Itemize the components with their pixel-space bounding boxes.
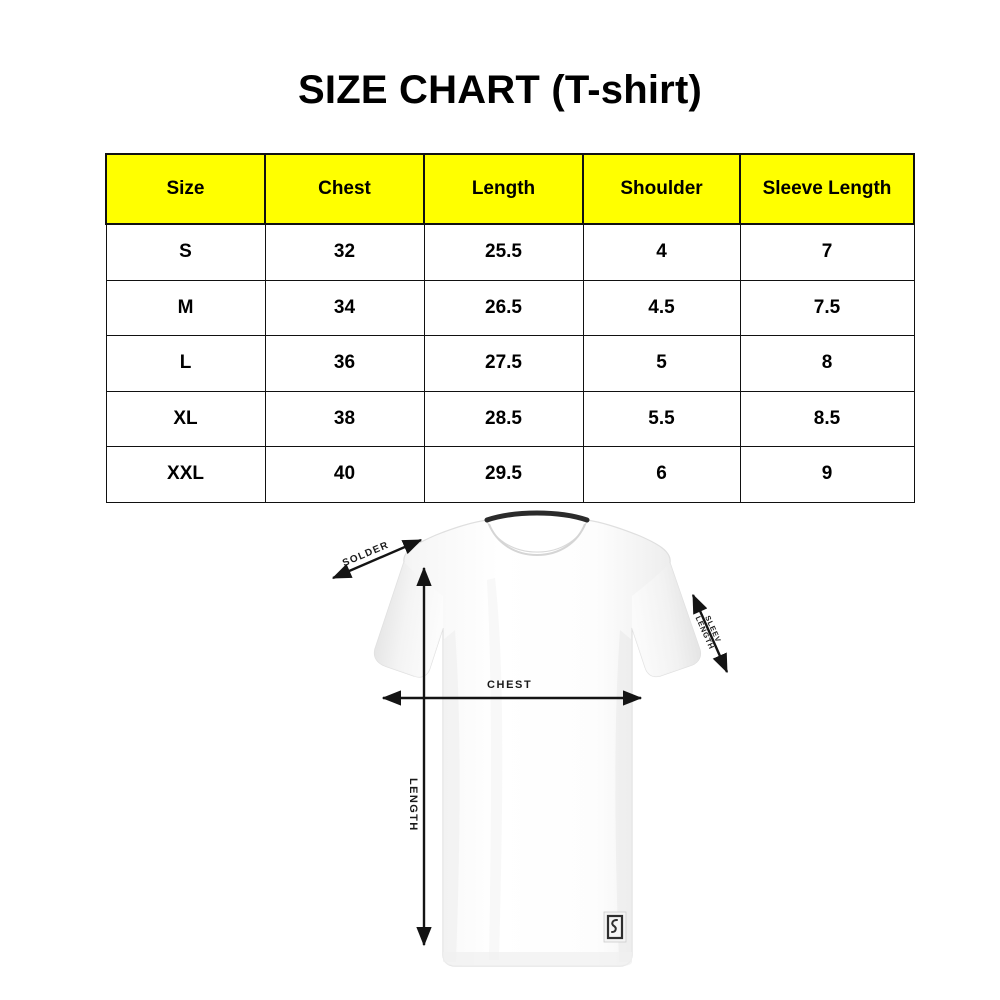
sleeve-length-measure-arrow: [691, 593, 729, 674]
cell-sleeve-length: 7.5: [739, 279, 915, 336]
brand-tag-icon: [603, 911, 627, 943]
cell-size: M: [105, 279, 266, 336]
cell-chest: 38: [264, 390, 425, 447]
cell-chest: 40: [264, 446, 425, 503]
cell-length: 28.5: [423, 390, 584, 447]
page-title: SIZE CHART (T-shirt): [298, 68, 702, 112]
cell-size: L: [105, 335, 266, 392]
cell-sleeve-length: 7: [739, 223, 915, 281]
table-row: L 36 27.5 5 8: [105, 335, 915, 392]
cell-length: 27.5: [423, 335, 584, 392]
table-row: S 32 25.5 4 7: [105, 223, 915, 281]
column-header-shoulder: Shoulder: [582, 153, 741, 225]
cell-shoulder: 6: [582, 446, 741, 503]
table-row: XXL 40 29.5 6 9: [105, 446, 915, 503]
cell-chest: 34: [264, 279, 425, 336]
cell-size: XXL: [105, 446, 266, 503]
cell-sleeve-length: 9: [739, 446, 915, 503]
cell-shoulder: 5: [582, 335, 741, 392]
chest-label: CHEST: [487, 679, 533, 691]
cell-shoulder: 4: [582, 223, 741, 281]
cell-shoulder: 4.5: [582, 279, 741, 336]
cell-length: 26.5: [423, 279, 584, 336]
cell-chest: 36: [264, 335, 425, 392]
cell-sleeve-length: 8: [739, 335, 915, 392]
tshirt-illustration: [331, 510, 729, 967]
column-header-sleeve-length: Sleeve Length: [739, 153, 915, 225]
collar: [484, 510, 590, 557]
cell-length: 25.5: [423, 223, 584, 281]
cell-chest: 32: [264, 223, 425, 281]
table-row: XL 38 28.5 5.5 8.5: [105, 390, 915, 447]
tshirt-diagram: [0, 500, 1000, 1000]
cell-sleeve-length: 8.5: [739, 390, 915, 447]
cell-length: 29.5: [423, 446, 584, 503]
cell-shoulder: 5.5: [582, 390, 741, 447]
shirt-body-shape: [373, 519, 702, 967]
column-header-chest: Chest: [264, 153, 425, 225]
column-header-size: Size: [105, 153, 266, 225]
table-header-row: Size Chest Length Shoulder Sleeve Length: [105, 153, 915, 225]
table-row: M 34 26.5 4.5 7.5: [105, 279, 915, 336]
column-header-length: Length: [423, 153, 584, 225]
size-chart-table: Size Chest Length Shoulder Sleeve Length…: [105, 153, 915, 503]
length-label: LENGTH: [407, 778, 419, 832]
shoulder-measure-arrow: [331, 538, 423, 580]
cell-size: S: [105, 223, 266, 281]
cell-size: XL: [105, 390, 266, 447]
